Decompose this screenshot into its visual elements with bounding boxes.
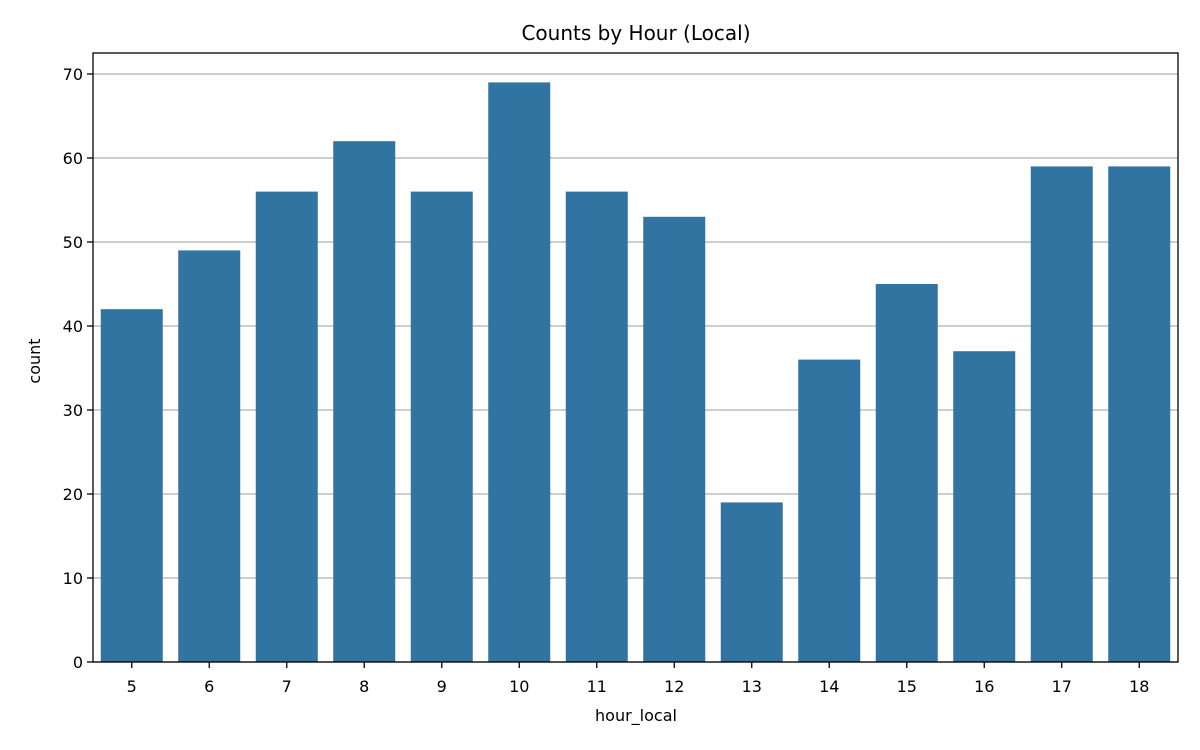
x-tick-label: 13 <box>742 677 762 696</box>
bar <box>1030 166 1093 662</box>
x-tick-label: 7 <box>282 677 292 696</box>
x-tick-label: 10 <box>509 677 529 696</box>
y-tick-label: 10 <box>63 569 83 588</box>
plot-frame <box>92 52 1179 663</box>
x-tick-label: 8 <box>359 677 369 696</box>
bar <box>410 191 473 662</box>
x-tick-label: 18 <box>1129 677 1149 696</box>
bar <box>255 191 318 662</box>
bar <box>1108 166 1171 662</box>
x-tick-label: 9 <box>437 677 447 696</box>
x-axis-ticks: 5 6 7 8 9 10 11 12 13 14 15 16 17 18 <box>127 662 1149 696</box>
y-tick-label: 60 <box>63 149 83 168</box>
y-tick-label: 20 <box>63 485 83 504</box>
x-tick-label: 6 <box>204 677 214 696</box>
bar <box>798 359 861 662</box>
x-tick-label: 14 <box>819 677 839 696</box>
bar <box>100 309 163 662</box>
bar <box>643 216 706 663</box>
x-tick-label: 17 <box>1052 677 1072 696</box>
x-tick-label: 12 <box>664 677 684 696</box>
y-tick-label: 30 <box>63 401 83 420</box>
x-tick-label: 11 <box>587 677 607 696</box>
bar <box>178 250 241 662</box>
bar <box>875 284 938 662</box>
y-axis-ticks: 0 10 20 30 40 50 60 70 <box>63 65 93 672</box>
x-tick-label: 16 <box>974 677 994 696</box>
y-axis-label: count <box>25 338 44 383</box>
x-tick-label: 15 <box>897 677 917 696</box>
chart-title: Counts by Hour (Local) <box>521 21 750 45</box>
bar <box>333 141 396 662</box>
y-tick-label: 40 <box>63 317 83 336</box>
axes <box>92 52 1179 663</box>
bar <box>565 191 628 662</box>
bars <box>100 82 1171 663</box>
x-axis-label: hour_local <box>595 706 677 726</box>
y-tick-label: 50 <box>63 233 83 252</box>
y-tick-label: 0 <box>73 653 83 672</box>
y-tick-label: 70 <box>63 65 83 84</box>
bar <box>953 351 1016 662</box>
bar <box>488 82 551 662</box>
bar <box>720 502 783 662</box>
x-tick-label: 5 <box>127 677 137 696</box>
